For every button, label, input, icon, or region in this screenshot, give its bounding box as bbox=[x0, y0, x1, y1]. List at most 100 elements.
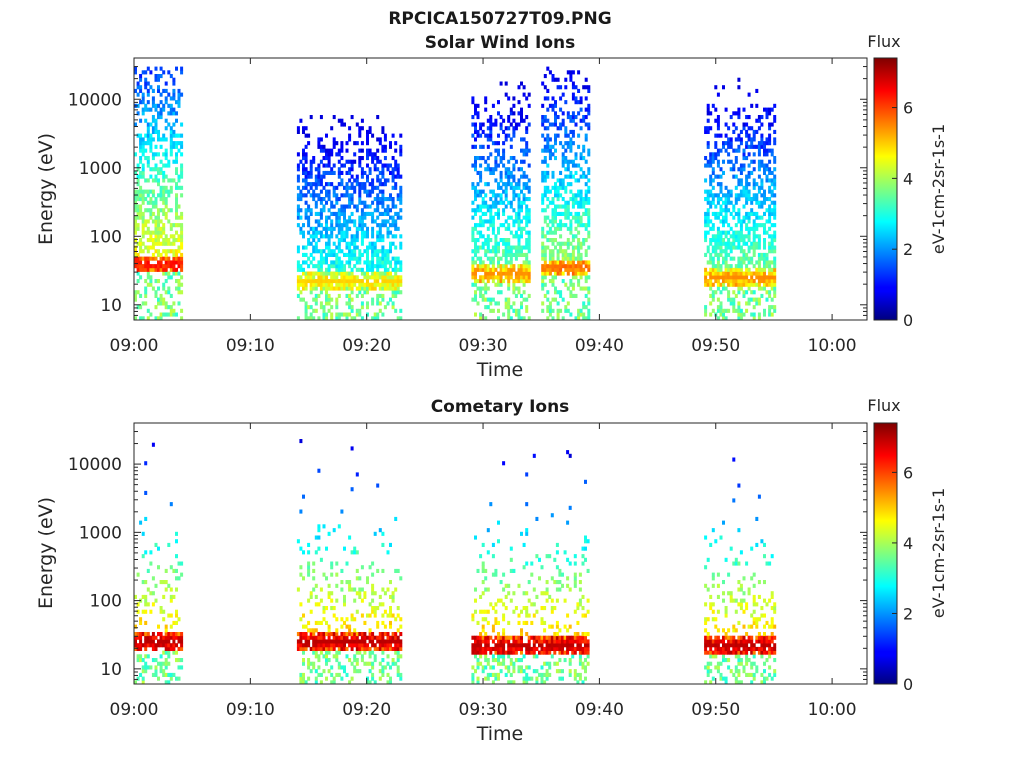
heatmap-cell bbox=[742, 156, 746, 161]
heatmap-cell bbox=[578, 654, 582, 659]
heatmap-cell bbox=[371, 249, 375, 254]
heatmap-cell bbox=[553, 606, 557, 611]
heatmap-cell bbox=[724, 241, 728, 246]
heatmap-cell bbox=[574, 264, 578, 269]
heatmap-cell bbox=[587, 286, 591, 291]
heatmap-cell bbox=[773, 260, 777, 265]
heatmap-cell bbox=[340, 275, 344, 280]
heatmap-cell bbox=[587, 185, 591, 190]
heatmap-cell bbox=[317, 620, 321, 625]
heatmap-cell bbox=[358, 219, 362, 224]
heatmap-cell bbox=[747, 182, 751, 187]
heatmap-cell bbox=[327, 148, 331, 153]
heatmap-cell bbox=[376, 279, 380, 284]
heatmap-cell bbox=[151, 230, 155, 235]
heatmap-cell bbox=[317, 174, 321, 179]
heatmap-cell bbox=[551, 215, 555, 220]
heatmap-cell bbox=[755, 197, 759, 202]
heatmap-cell bbox=[737, 305, 741, 310]
heatmap-cell bbox=[564, 126, 568, 131]
heatmap-cell bbox=[474, 279, 477, 284]
heatmap-cell bbox=[486, 144, 490, 149]
heatmap-cell bbox=[378, 170, 382, 175]
heatmap-cell bbox=[556, 301, 560, 306]
heatmap-cell bbox=[760, 122, 764, 127]
heatmap-cell bbox=[376, 301, 380, 306]
heatmap-cell bbox=[497, 193, 500, 198]
heatmap-cell bbox=[520, 107, 523, 112]
heatmap-cell bbox=[345, 185, 349, 190]
heatmap-cell bbox=[578, 658, 582, 663]
heatmap-cell bbox=[522, 260, 526, 265]
heatmap-cell bbox=[309, 271, 313, 276]
heatmap-cell bbox=[327, 301, 331, 306]
heatmap-cell bbox=[363, 282, 367, 287]
heatmap-cell bbox=[484, 107, 488, 112]
heatmap-cell bbox=[582, 301, 586, 306]
heatmap-cell bbox=[319, 182, 323, 187]
heatmap-cell bbox=[317, 267, 321, 272]
heatmap-cell bbox=[514, 293, 518, 298]
heatmap-cell bbox=[532, 650, 536, 655]
heatmap-cell bbox=[553, 639, 557, 644]
heatmap-cell bbox=[711, 308, 715, 313]
heatmap-cell bbox=[360, 182, 364, 187]
heatmap-cell bbox=[157, 286, 160, 291]
heatmap-cell bbox=[755, 215, 759, 220]
heatmap-cell bbox=[540, 565, 544, 570]
heatmap-cell bbox=[768, 279, 772, 284]
heatmap-cell bbox=[548, 144, 552, 149]
heatmap-cell bbox=[484, 219, 488, 224]
heatmap-cell bbox=[167, 635, 171, 640]
heatmap-cell bbox=[543, 208, 547, 213]
heatmap-cell bbox=[144, 245, 148, 250]
heatmap-cell bbox=[481, 297, 485, 302]
heatmap-cell bbox=[568, 639, 572, 644]
heatmap-cell bbox=[512, 178, 516, 183]
heatmap-cell bbox=[509, 661, 513, 666]
heatmap-cell bbox=[543, 185, 547, 190]
heatmap-cell bbox=[302, 550, 305, 555]
heatmap-cell bbox=[737, 85, 741, 90]
heatmap-cell bbox=[378, 226, 382, 231]
heatmap-cell bbox=[162, 208, 166, 213]
heatmap-cell bbox=[358, 249, 362, 254]
heatmap-cell bbox=[561, 156, 565, 161]
heatmap-cell bbox=[154, 230, 158, 235]
heatmap-cell bbox=[389, 223, 392, 228]
heatmap-cell bbox=[169, 598, 173, 603]
heatmap-cell bbox=[579, 312, 583, 317]
heatmap-cell bbox=[491, 215, 495, 220]
heatmap-cell bbox=[139, 118, 143, 123]
heatmap-cell bbox=[476, 301, 480, 306]
heatmap-cell bbox=[177, 256, 181, 261]
heatmap-cell bbox=[371, 133, 375, 138]
heatmap-cell bbox=[368, 669, 372, 674]
heatmap-cell bbox=[727, 297, 731, 302]
heatmap-cell bbox=[366, 260, 369, 265]
heatmap-cell bbox=[327, 170, 331, 175]
heatmap-cell bbox=[760, 223, 764, 228]
heatmap-cell bbox=[386, 230, 390, 235]
heatmap-cell bbox=[332, 286, 336, 291]
heatmap-cell bbox=[711, 234, 715, 239]
heatmap-cell bbox=[353, 669, 357, 674]
heatmap-cell bbox=[765, 264, 769, 269]
heatmap-cell bbox=[556, 271, 560, 276]
heatmap-cell bbox=[757, 238, 761, 243]
heatmap-cell bbox=[146, 632, 150, 637]
heatmap-cell bbox=[584, 107, 588, 112]
heatmap-cell bbox=[716, 174, 720, 179]
heatmap-cell bbox=[566, 267, 570, 272]
heatmap-cell bbox=[353, 316, 357, 320]
heatmap-cell bbox=[520, 111, 523, 116]
heatmap-cell bbox=[360, 639, 364, 644]
heatmap-cell bbox=[584, 676, 587, 681]
heatmap-cell bbox=[360, 587, 364, 592]
heatmap-cell bbox=[345, 159, 349, 164]
heatmap-cell bbox=[332, 211, 336, 216]
heatmap-cell bbox=[729, 297, 733, 302]
heatmap-cell bbox=[325, 312, 328, 317]
heatmap-cell bbox=[709, 159, 713, 164]
heatmap-cell bbox=[773, 279, 777, 284]
